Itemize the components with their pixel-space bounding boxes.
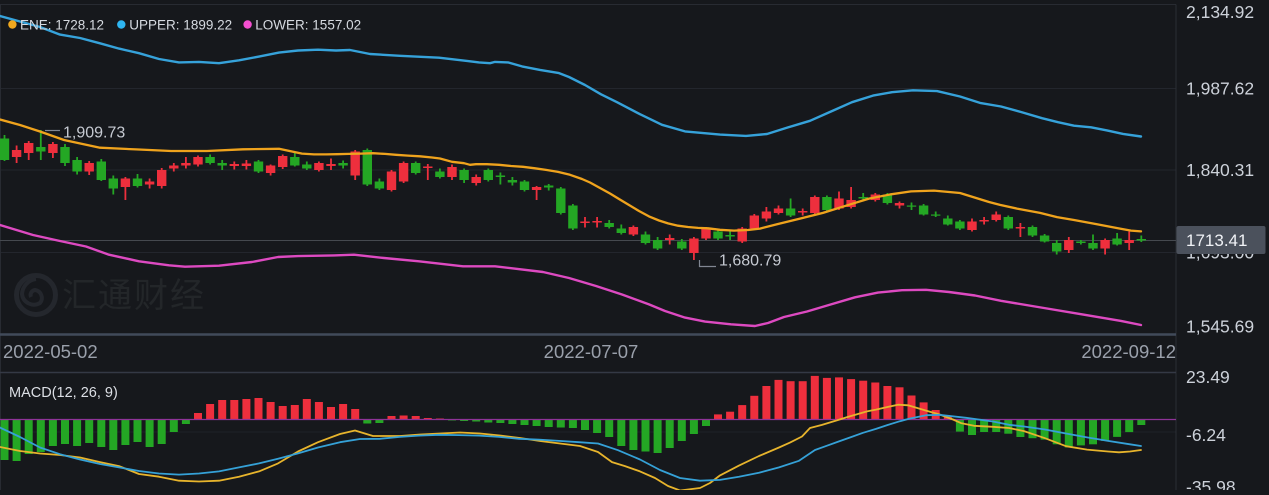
svg-text:1,909.73: 1,909.73 <box>63 125 125 142</box>
svg-text:1,987.62: 1,987.62 <box>1186 79 1254 99</box>
svg-text:-35.98: -35.98 <box>1186 477 1236 490</box>
svg-text:汇通财经: 汇通财经 <box>62 277 206 315</box>
svg-text:1,840.31: 1,840.31 <box>1186 160 1254 180</box>
svg-text:LOWER: 1557.02: LOWER: 1557.02 <box>255 18 361 33</box>
svg-text:1,545.69: 1,545.69 <box>1186 317 1254 337</box>
svg-text:MACD(12, 26, 9): MACD(12, 26, 9) <box>9 385 118 401</box>
svg-text:1,680.79: 1,680.79 <box>719 253 781 270</box>
svg-text:ENE: 1728.12: ENE: 1728.12 <box>20 18 104 33</box>
svg-text:2022-05-02: 2022-05-02 <box>3 341 98 362</box>
svg-text:23.49: 23.49 <box>1186 367 1230 387</box>
svg-text:2,134.92: 2,134.92 <box>1186 2 1254 22</box>
svg-text:1713.41: 1713.41 <box>1186 231 1247 250</box>
svg-text:2022-09-12: 2022-09-12 <box>1081 341 1176 362</box>
svg-text:UPPER: 1899.22: UPPER: 1899.22 <box>129 18 232 33</box>
svg-text:2022-07-07: 2022-07-07 <box>544 341 639 362</box>
svg-text:-6.24: -6.24 <box>1186 425 1226 445</box>
